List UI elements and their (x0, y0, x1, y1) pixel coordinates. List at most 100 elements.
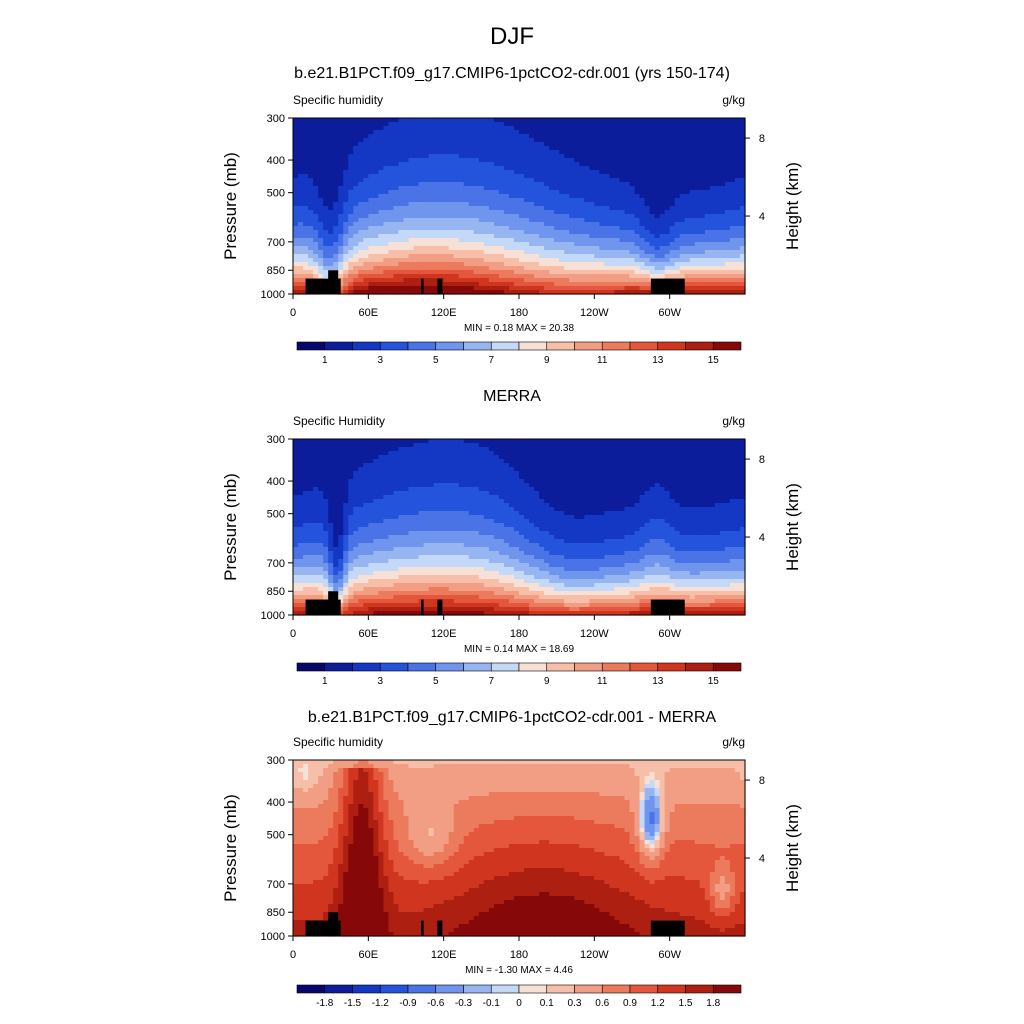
contour-cell (719, 463, 726, 468)
contour-cell (483, 278, 490, 283)
contour-cell (554, 270, 560, 275)
contour-cell (624, 190, 631, 195)
contour-cell (679, 242, 686, 247)
contour-cell (594, 242, 600, 247)
contour-cell (298, 250, 304, 255)
contour-cell (358, 234, 364, 239)
contour-cell (644, 258, 651, 263)
contour-cell (368, 162, 374, 167)
contour-cell (719, 451, 726, 456)
contour-cell (699, 475, 706, 480)
contour-cell (589, 170, 595, 175)
contour-cell (473, 443, 480, 448)
contour-cell (679, 154, 686, 159)
contour-cell (719, 198, 726, 203)
contour-cell (373, 451, 379, 456)
contour-cell (519, 475, 525, 480)
contour-cell (619, 463, 626, 468)
contour-cell (378, 194, 384, 199)
contour-cell (674, 266, 681, 271)
contour-cell (584, 134, 590, 139)
contour-cell (704, 262, 711, 267)
contour-cell (644, 186, 651, 191)
contour-cell (549, 190, 555, 195)
contour-cell (338, 246, 344, 251)
contour-cell (539, 230, 545, 235)
contour-cell (478, 254, 485, 259)
contour-cell (689, 134, 696, 139)
contour-cell (458, 194, 465, 199)
contour-cell (463, 286, 470, 291)
contour-cell (594, 142, 600, 147)
contour-cell (534, 190, 540, 195)
contour-cell (438, 266, 445, 271)
contour-cell (368, 262, 374, 267)
contour-cell (323, 126, 329, 131)
contour-cell (724, 138, 731, 143)
contour-cell (428, 162, 435, 167)
contour-cell (453, 254, 460, 259)
contour-cell (358, 282, 364, 287)
contour-cell (493, 214, 500, 219)
contour-cell (378, 242, 384, 247)
contour-cell (303, 455, 309, 460)
contour-cell (574, 166, 580, 171)
contour-cell (674, 238, 681, 243)
contour-cell (739, 278, 746, 283)
contour-cell (408, 282, 415, 287)
contour-cell (564, 286, 570, 291)
contour-cell (498, 202, 505, 207)
contour-cell (378, 266, 384, 271)
contour-cell (559, 459, 565, 464)
contour-cell (654, 250, 661, 255)
contour-cell (729, 194, 736, 199)
contour-cell (498, 222, 505, 227)
contour-cell (483, 126, 490, 131)
contour-cell (323, 246, 329, 251)
contour-cell (629, 459, 636, 464)
contour-cell (544, 250, 550, 255)
y-tick-label: 700 (267, 237, 285, 249)
contour-cell (679, 210, 686, 215)
contour-cell (724, 254, 731, 259)
contour-cell (508, 230, 515, 235)
contour-cell (453, 178, 460, 183)
contour-cell (594, 270, 600, 275)
contour-cell (313, 206, 319, 211)
contour-cell (699, 286, 706, 291)
contour-cell (609, 238, 616, 243)
contour-cell (493, 222, 500, 227)
contour-cell (584, 266, 590, 271)
contour-cell (468, 218, 475, 223)
contour-cell (669, 202, 676, 207)
contour-cell (353, 475, 359, 480)
contour-cell (488, 142, 495, 147)
contour-cell (458, 459, 465, 464)
contour-cell (554, 439, 560, 444)
contour-cell (549, 270, 555, 275)
contour-cell (739, 447, 746, 452)
contour-cell (403, 122, 410, 127)
contour-cell (488, 234, 495, 239)
contour-cell (488, 222, 495, 227)
contour-cell (408, 258, 415, 263)
contour-cell (498, 122, 505, 127)
contour-cell (318, 234, 324, 239)
contour-cell (308, 158, 314, 163)
contour-cell (699, 178, 706, 183)
contour-cell (443, 443, 450, 448)
contour-cell (584, 282, 590, 287)
contour-cell (569, 150, 575, 155)
contour-cell (719, 226, 726, 231)
contour-cell (559, 262, 565, 267)
contour-cell (368, 282, 374, 287)
contour-cell (458, 258, 465, 263)
contour-cell (478, 270, 485, 275)
contour-cell (358, 170, 364, 175)
contour-cell (724, 126, 731, 131)
contour-cell (323, 182, 329, 187)
contour-cell (619, 250, 626, 255)
contour-cell (483, 162, 490, 167)
contour-cell (478, 146, 485, 151)
contour-cell (614, 134, 621, 139)
